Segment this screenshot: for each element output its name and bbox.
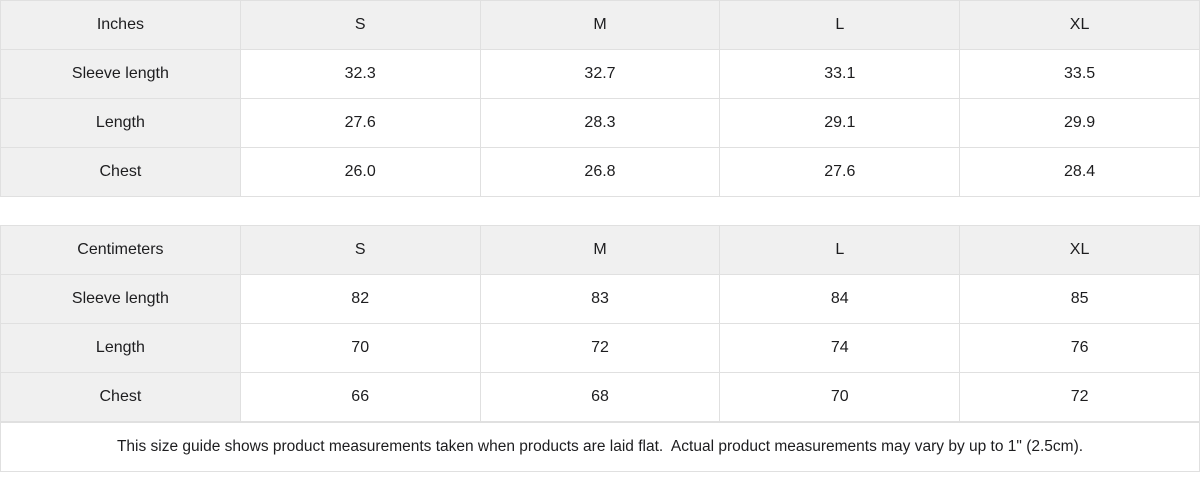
measurement-cell: 76 bbox=[959, 323, 1200, 373]
measurement-cell: 68 bbox=[479, 372, 721, 422]
measurement-disclaimer: This size guide shows product measuremen… bbox=[116, 438, 1084, 455]
measurement-cell: 27.6 bbox=[239, 98, 481, 148]
table-row: Length 70 72 74 76 bbox=[0, 323, 1200, 373]
measurement-cell: 33.5 bbox=[959, 49, 1200, 99]
table-row: Chest 66 68 70 72 bbox=[0, 372, 1200, 422]
centimeters-table: Centimeters S M L XL Sleeve length 82 83… bbox=[0, 225, 1200, 422]
row-label-chest: Chest bbox=[0, 372, 241, 422]
measurement-cell: 72 bbox=[479, 323, 721, 373]
row-label-chest: Chest bbox=[0, 147, 241, 197]
column-header-s: S bbox=[239, 0, 481, 50]
column-header-m: M bbox=[479, 0, 721, 50]
column-header-xl: XL bbox=[959, 0, 1200, 50]
column-header-s: S bbox=[239, 225, 481, 275]
column-header-m: M bbox=[479, 225, 721, 275]
measurement-cell: 33.1 bbox=[719, 49, 961, 99]
column-header-l: L bbox=[719, 0, 961, 50]
measurement-cell: 29.9 bbox=[959, 98, 1200, 148]
measurement-cell: 26.8 bbox=[479, 147, 721, 197]
table-gap bbox=[0, 197, 1200, 225]
table-row: Length 27.6 28.3 29.1 29.9 bbox=[0, 98, 1200, 148]
unit-header-centimeters: Centimeters bbox=[0, 225, 241, 275]
measurement-cell: 32.7 bbox=[479, 49, 721, 99]
table-row: Sleeve length 32.3 32.7 33.1 33.5 bbox=[0, 49, 1200, 99]
unit-header-inches: Inches bbox=[0, 0, 241, 50]
table-header-row: Centimeters S M L XL bbox=[0, 225, 1200, 275]
row-label-sleeve-length: Sleeve length bbox=[0, 274, 241, 324]
measurement-cell: 85 bbox=[959, 274, 1200, 324]
measurement-cell: 28.4 bbox=[959, 147, 1200, 197]
column-header-l: L bbox=[719, 225, 961, 275]
size-guide-footer: This size guide shows product measuremen… bbox=[0, 422, 1200, 472]
measurement-cell: 74 bbox=[719, 323, 961, 373]
measurement-cell: 66 bbox=[239, 372, 481, 422]
row-label-length: Length bbox=[0, 98, 241, 148]
table-row: Chest 26.0 26.8 27.6 28.4 bbox=[0, 147, 1200, 197]
column-header-xl: XL bbox=[959, 225, 1200, 275]
row-label-length: Length bbox=[0, 323, 241, 373]
measurement-cell: 84 bbox=[719, 274, 961, 324]
table-header-row: Inches S M L XL bbox=[0, 0, 1200, 50]
measurement-cell: 28.3 bbox=[479, 98, 721, 148]
measurement-cell: 26.0 bbox=[239, 147, 481, 197]
row-label-sleeve-length: Sleeve length bbox=[0, 49, 241, 99]
measurement-cell: 83 bbox=[479, 274, 721, 324]
measurement-cell: 29.1 bbox=[719, 98, 961, 148]
measurement-cell: 27.6 bbox=[719, 147, 961, 197]
measurement-cell: 70 bbox=[719, 372, 961, 422]
table-row: Sleeve length 82 83 84 85 bbox=[0, 274, 1200, 324]
measurement-cell: 32.3 bbox=[239, 49, 481, 99]
inches-table: Inches S M L XL Sleeve length 32.3 32.7 … bbox=[0, 0, 1200, 197]
measurement-cell: 82 bbox=[239, 274, 481, 324]
measurement-cell: 72 bbox=[959, 372, 1200, 422]
measurement-cell: 70 bbox=[239, 323, 481, 373]
